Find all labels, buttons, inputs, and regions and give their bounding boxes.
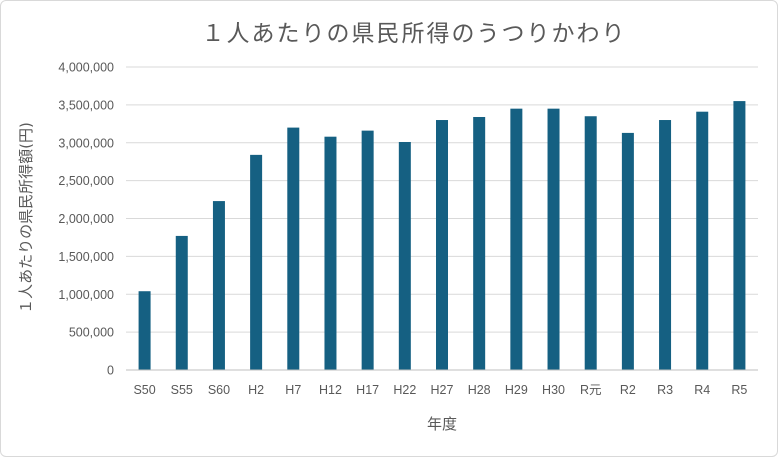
bar-S50: [138, 291, 151, 370]
x-tick-label: H28: [468, 383, 491, 397]
x-tick-label: H12: [319, 383, 342, 397]
bar-H7: [287, 127, 300, 370]
x-tick-label: R3: [657, 383, 673, 397]
bar-R4: [696, 111, 709, 370]
y-tick-label: 1,000,000: [58, 288, 114, 302]
x-tick-label: H29: [505, 383, 528, 397]
bars: [138, 101, 746, 371]
y-tick-label: 1,500,000: [58, 250, 114, 264]
x-tick-label: R4: [694, 383, 710, 397]
y-axis-ticks: 0 500,000 1,000,000 1,500,000 2,000,000 2,500…: [58, 61, 114, 378]
bar-H30: [547, 108, 560, 370]
y-tick-label: 3,500,000: [58, 98, 114, 112]
y-tick-label: 3,000,000: [58, 136, 114, 150]
x-tick-label: H2: [248, 383, 264, 397]
bar-R3: [659, 120, 672, 371]
bar-R元: [584, 116, 597, 370]
x-tick-label: H22: [393, 383, 416, 397]
x-tick-label: H27: [431, 383, 454, 397]
bar-H29: [510, 108, 523, 370]
y-tick-label: 0: [107, 364, 114, 378]
bar-H27: [436, 120, 448, 371]
bar-R2: [621, 132, 634, 370]
bar-H17: [361, 130, 374, 370]
bar-H2: [250, 154, 263, 370]
x-tick-label: S55: [171, 383, 193, 397]
x-tick-label: R2: [620, 383, 636, 397]
y-tick-label: 500,000: [69, 326, 114, 340]
x-tick-label: H7: [285, 383, 301, 397]
bar-R5: [733, 101, 746, 371]
x-tick-label: S60: [208, 383, 230, 397]
x-tick-label: H17: [356, 383, 379, 397]
bar-H28: [473, 116, 486, 371]
y-tick-label: 4,000,000: [58, 61, 114, 75]
bar-S55: [175, 235, 188, 370]
y-tick-label: 2,000,000: [58, 212, 114, 226]
x-tick-label: R5: [731, 383, 747, 397]
y-axis-title: １人あたりの県民所得額(円): [17, 122, 35, 314]
bar-S60: [212, 201, 225, 370]
x-axis-ticks: S50 S55 S60 H2 H7 H12 H17 H22 H27 H28 H29 H30 R元 R2 R3…: [133, 383, 747, 397]
x-tick-label: S50: [133, 383, 155, 397]
bar-H22: [398, 141, 411, 370]
y-tick-label: 2,500,000: [58, 174, 114, 188]
x-axis-title: 年度: [427, 415, 457, 433]
bar-H12: [324, 136, 337, 370]
x-tick-label: R元: [580, 383, 602, 397]
x-tick-label: H30: [542, 383, 565, 397]
chart-title: １人あたりの県民所得のうつりかわり: [202, 21, 627, 47]
